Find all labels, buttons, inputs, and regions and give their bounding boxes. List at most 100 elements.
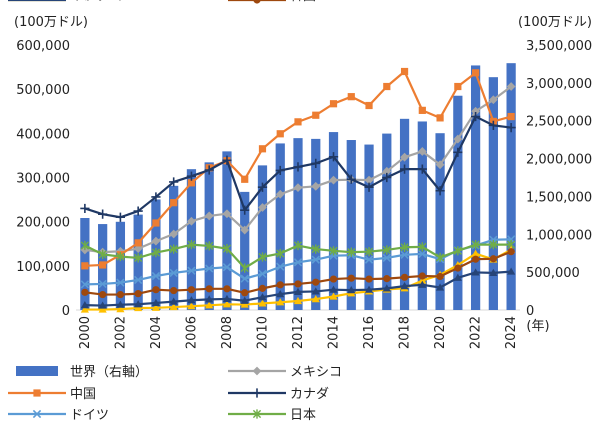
y-left-tick-label: 400,000 xyxy=(16,127,70,142)
data-point xyxy=(418,280,427,288)
x-tick-label: 2016 xyxy=(362,316,377,349)
x-tick-label: 2014 xyxy=(327,316,342,349)
data-point xyxy=(98,279,107,289)
y-right-tick-label: 3,000,000 xyxy=(526,77,592,92)
data-point xyxy=(134,290,142,298)
data-point xyxy=(205,295,214,303)
data-point xyxy=(169,297,178,305)
data-point xyxy=(116,300,125,308)
axes: 0 100,000 200,000 300,000 400,000 500,000 600,… xyxy=(16,39,592,349)
x-tick-label: 2018 xyxy=(398,316,413,349)
data-point xyxy=(151,247,161,258)
data-point xyxy=(258,203,267,212)
data-point xyxy=(276,281,284,289)
legend-label: 韓国 xyxy=(290,0,316,4)
data-point xyxy=(276,248,285,259)
data-point xyxy=(187,286,196,294)
data-point xyxy=(471,249,480,257)
data-point xyxy=(205,285,213,293)
data-point xyxy=(472,255,480,263)
data-point xyxy=(293,287,303,295)
data-point xyxy=(98,209,108,219)
data-point xyxy=(257,182,268,192)
data-point xyxy=(134,239,142,247)
data-point xyxy=(241,175,249,183)
data-point xyxy=(418,272,426,280)
data-point xyxy=(347,274,355,282)
bar xyxy=(417,121,427,310)
data-point xyxy=(347,93,355,101)
data-point xyxy=(134,253,143,263)
data-point xyxy=(365,275,373,283)
bar xyxy=(364,144,374,310)
data-point xyxy=(151,192,161,202)
data-point xyxy=(134,300,143,308)
data-point xyxy=(364,247,374,257)
data-point xyxy=(258,284,267,292)
data-point xyxy=(240,225,250,235)
data-point xyxy=(276,298,285,306)
data-point xyxy=(275,189,285,199)
data-point xyxy=(365,101,373,110)
legend-label: カナダ xyxy=(290,387,329,402)
y-right-tick-label: 1,000,000 xyxy=(526,228,592,243)
data-point xyxy=(311,244,320,254)
data-point xyxy=(116,278,125,287)
data-point xyxy=(276,130,284,138)
data-point xyxy=(382,245,391,255)
x-tick-label: 2008 xyxy=(220,316,235,349)
data-point xyxy=(383,82,391,91)
data-point xyxy=(418,242,427,252)
data-point xyxy=(293,183,303,193)
data-point xyxy=(329,285,338,293)
data-point xyxy=(98,249,107,259)
bar xyxy=(311,138,321,310)
data-point xyxy=(311,181,321,191)
data-point xyxy=(506,122,516,133)
legend-item: 中国 xyxy=(8,387,96,402)
bar xyxy=(240,191,250,310)
data-point xyxy=(489,255,497,263)
data-point xyxy=(152,219,160,227)
legend-label: 世界（右軸） xyxy=(70,365,148,380)
y-right-tick-label: 0 xyxy=(526,304,534,319)
data-point xyxy=(453,273,462,281)
data-point xyxy=(99,261,107,269)
data-point xyxy=(151,303,161,311)
data-point xyxy=(80,301,89,309)
bar xyxy=(222,151,232,310)
data-point xyxy=(169,302,178,311)
line-series xyxy=(80,67,516,313)
data-point xyxy=(488,95,498,105)
data-point xyxy=(507,112,515,121)
data-point xyxy=(382,166,392,176)
data-point xyxy=(222,209,232,219)
data-point xyxy=(329,175,338,185)
data-point xyxy=(252,388,262,398)
bar xyxy=(453,95,463,310)
data-point xyxy=(275,165,285,176)
data-point xyxy=(116,305,125,313)
legend-item: カナダ xyxy=(228,387,329,402)
data-point xyxy=(454,82,462,91)
data-point xyxy=(471,240,480,250)
y-right-tick-label: 1,500,000 xyxy=(526,190,592,205)
bar xyxy=(382,133,392,310)
x-tick-label: 2010 xyxy=(255,316,270,349)
data-point xyxy=(400,250,409,259)
data-point xyxy=(33,389,41,397)
data-point xyxy=(223,285,231,293)
y-left-tick-label: 500,000 xyxy=(16,83,70,98)
data-point xyxy=(81,262,89,270)
data-point xyxy=(293,258,303,267)
data-point xyxy=(169,229,179,239)
data-point xyxy=(133,206,143,216)
data-point xyxy=(328,152,339,162)
data-point xyxy=(32,409,42,419)
bar xyxy=(435,133,445,310)
data-point xyxy=(329,100,338,108)
y-left-tick-label: 300,000 xyxy=(16,172,70,187)
data-point xyxy=(382,172,392,183)
data-point xyxy=(253,0,261,4)
